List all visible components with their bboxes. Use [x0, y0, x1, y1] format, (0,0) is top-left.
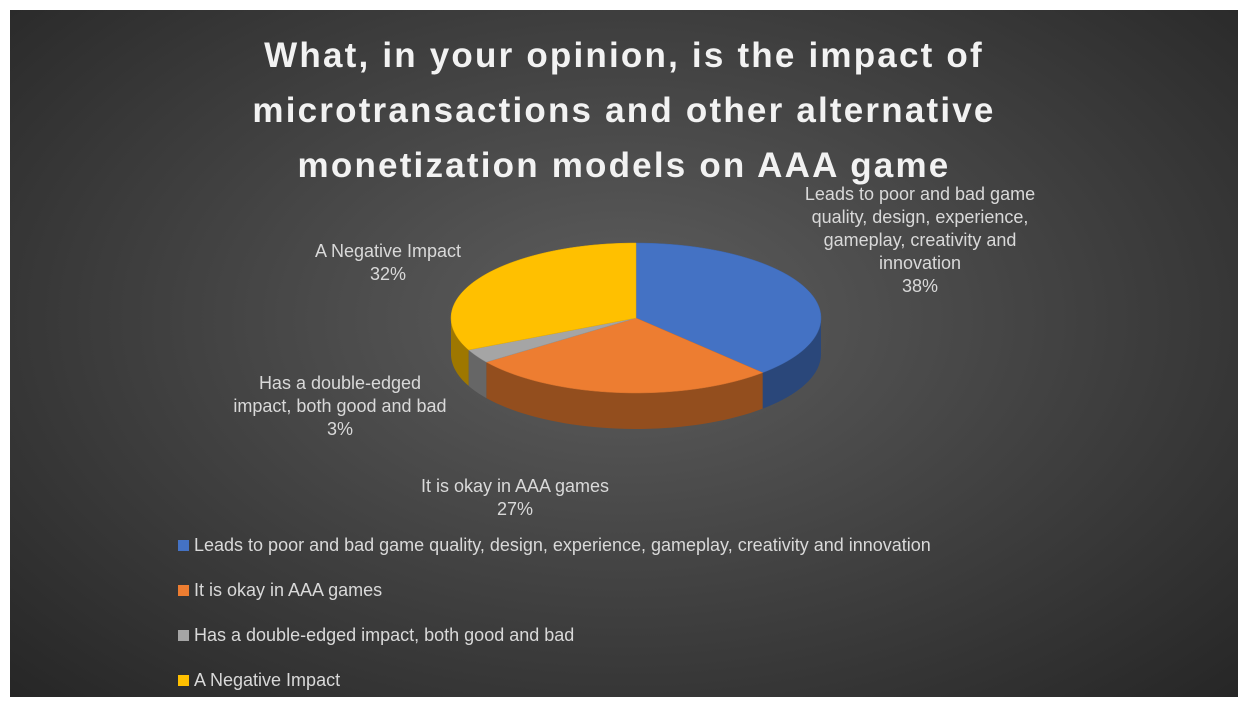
data-label: Leads to poor and bad game quality, desi… [800, 183, 1040, 298]
legend-swatch [178, 674, 189, 686]
slice-side [486, 362, 763, 429]
slice [450, 242, 637, 351]
legend-label: Has a double-edged impact, both good and… [194, 625, 575, 645]
legend-item: Has a double-edged impact, both good and… [178, 624, 574, 646]
legend-label: It is okay in AAA games [194, 580, 383, 600]
legend-item: Leads to poor and bad game quality, desi… [178, 534, 931, 556]
data-label-name: It is okay in AAA games [420, 476, 610, 496]
data-label-name: Leads to poor and bad game quality, desi… [804, 184, 1036, 273]
slice-side [451, 318, 469, 386]
legend-swatch [178, 539, 189, 551]
chart: What, in your opinion, is the impact of … [10, 10, 1238, 697]
data-label: Has a double-edged impact, both good and… [230, 372, 450, 441]
chart-title: What, in your opinion, is the impact of … [252, 36, 996, 185]
legend-label: A Negative Impact [194, 670, 341, 690]
legend-swatch [178, 584, 189, 596]
slice [635, 242, 822, 373]
slice [485, 317, 764, 394]
data-label-name: Has a double-edged impact, both good and… [233, 373, 447, 416]
legend-item: A Negative Impact [178, 669, 340, 691]
data-label: A Negative Impact 32% [263, 240, 513, 286]
data-label: It is okay in AAA games 27% [390, 475, 640, 521]
legend-swatch [178, 629, 189, 641]
data-label-value: 27% [496, 499, 534, 519]
data-label-value: 32% [369, 264, 407, 284]
data-label-name: A Negative Impact [314, 241, 462, 261]
slice-side [762, 318, 821, 409]
slice-side [468, 349, 487, 399]
pie-area [450, 242, 822, 429]
data-label-value: 3% [326, 419, 353, 439]
data-label-value: 38% [901, 276, 939, 296]
legend-label: Leads to poor and bad game quality, desi… [194, 535, 931, 555]
legend-item: It is okay in AAA games [178, 579, 382, 601]
slice [468, 317, 637, 363]
